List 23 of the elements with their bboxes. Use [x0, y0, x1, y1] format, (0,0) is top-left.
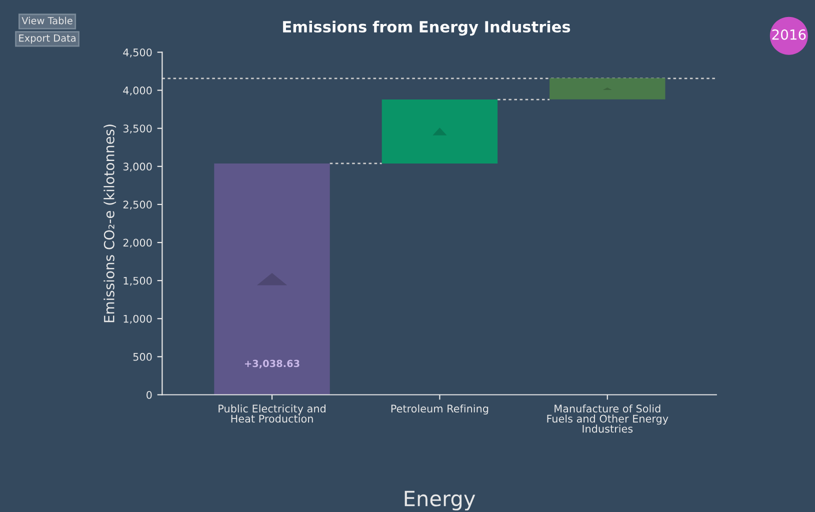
- y-tick-label: 4,500: [123, 48, 152, 58]
- bar: [214, 163, 330, 395]
- y-tick-label: 4,000: [123, 86, 152, 96]
- text: View Table: [22, 16, 72, 24]
- chart-title: Emissions from Energy Industries: [283, 20, 570, 36]
- y-tick-label: 500: [133, 352, 152, 361]
- bar: [550, 78, 666, 100]
- y-tick-label: 1,500: [124, 276, 152, 286]
- bar: [382, 100, 498, 164]
- y-tick-label: 3,500: [123, 124, 152, 134]
- text: 2016: [772, 29, 806, 40]
- text: Export Data: [19, 34, 76, 44]
- y-tick-label: 2,000: [123, 238, 152, 248]
- x-tick-label: Public Electricity and Heat Production: [218, 404, 326, 423]
- x-tick-label: Petroleum Refining: [391, 404, 488, 415]
- y-tick-label: 2,500: [123, 200, 152, 210]
- x-tick-label: Manufacture of Solid Fuels and Other Energy Industries: [547, 404, 668, 433]
- y-tick-label: 1,000: [124, 314, 152, 324]
- y-axis-title: Emissions CO₂-e (kilotonnes): [104, 124, 116, 322]
- x-axis-title: Energy: [404, 490, 476, 510]
- data-label: +3,038.63: [244, 360, 300, 368]
- y-tick-label: 0: [146, 390, 152, 399]
- y-tick-label: 3,000: [123, 162, 152, 172]
